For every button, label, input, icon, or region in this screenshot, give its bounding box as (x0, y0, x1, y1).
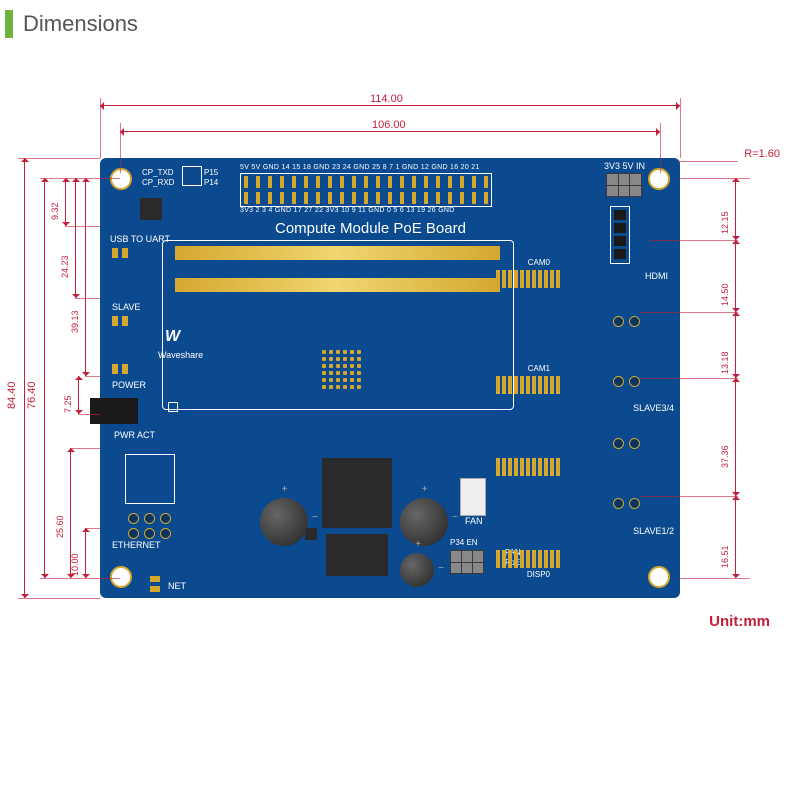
label-p14: P14 (204, 178, 218, 187)
disp0-pads (496, 550, 560, 568)
dim-h-inner: 76.40 (26, 381, 38, 409)
dim-line (65, 178, 66, 226)
mounting-hole (110, 168, 132, 190)
label-p34-en: P34 EN (450, 538, 478, 547)
dim-2423: 24.23 (60, 255, 70, 278)
cam1-pads (496, 376, 560, 394)
slave12-standoff (613, 498, 640, 509)
mounting-hole (110, 566, 132, 588)
dim-line (735, 378, 736, 496)
guide (40, 578, 120, 579)
label-pwr-act: PWR ACT (114, 430, 155, 440)
dim-3913: 39.13 (70, 310, 80, 333)
dim-1450: 14.50 (720, 283, 730, 306)
label-slave: SLAVE (112, 302, 140, 312)
ethernet-pins (128, 528, 171, 539)
dim-1318: 13.18 (720, 351, 730, 374)
label-cam0: CAM0 (528, 258, 550, 267)
ethernet-outline (125, 454, 175, 504)
header-title: Dimensions (23, 11, 138, 37)
slave34-standoff (613, 376, 640, 387)
dimension-diagram: 5V 5V GND 14 15 18 GND 23 24 GND 25 8 7 … (10, 43, 790, 743)
dim-932: 9.32 (50, 202, 60, 220)
dim-line (44, 178, 45, 578)
power-socket (326, 534, 388, 576)
dim-line (85, 178, 86, 376)
dim-1000: 10.00 (70, 553, 80, 576)
dim-line (85, 528, 86, 578)
config-header (450, 550, 484, 574)
dim-725: 7.25 (63, 395, 73, 413)
gpio-top-labels: 5V 5V GND 14 15 18 GND 23 24 GND 25 8 7 … (240, 164, 480, 171)
dim-line (78, 376, 79, 414)
jumper-box (182, 166, 202, 186)
slave-pads (496, 458, 560, 476)
power-in-header (606, 173, 642, 197)
slave34-standoff (613, 316, 640, 327)
cam0-pads (496, 270, 560, 288)
dim-line (75, 178, 76, 298)
label-slave34: SLAVE3/4 (633, 403, 674, 413)
dim-r-hole: R=1.60 (744, 148, 780, 160)
header-accent-bar (5, 10, 13, 38)
dim-1651: 16.51 (720, 545, 730, 568)
label-p15: P15 (204, 168, 218, 177)
dim-1215: 12.15 (720, 211, 730, 234)
label-slave12: SLAVE1/2 (633, 526, 674, 536)
dim-line (100, 105, 680, 106)
hdmi-outline (610, 206, 630, 264)
label-3v3-5v: 3V3 5V IN (604, 161, 645, 171)
gpio-header (240, 173, 492, 207)
dim-2560: 25.60 (55, 515, 65, 538)
label-fan: FAN (465, 516, 483, 526)
guide (18, 158, 100, 159)
dim-3736: 37.36 (720, 445, 730, 468)
dim-line (735, 240, 736, 312)
guide (40, 178, 120, 179)
label-usb-uart: USB TO UART (110, 234, 170, 244)
dim-w-outer: 114.00 (370, 93, 403, 105)
capacitor: − (400, 498, 448, 546)
dim-line (735, 312, 736, 378)
dim-line (120, 131, 660, 132)
guide (18, 598, 100, 599)
mounting-hole (648, 566, 670, 588)
guide (678, 161, 738, 162)
label-net: NET (168, 581, 186, 591)
dim-h-outer: 84.40 (6, 381, 18, 409)
label-ethernet: ETHERNET (112, 540, 161, 550)
label-cp-txd: CP_TXD (142, 168, 174, 177)
mounting-hole (648, 168, 670, 190)
label-disp0: DISP0 (527, 570, 550, 579)
pcb-board: 5V 5V GND 14 15 18 GND 23 24 GND 25 8 7 … (100, 158, 680, 598)
header: Dimensions (0, 0, 800, 43)
board-title: Compute Module PoE Board (275, 220, 466, 237)
capacitor: − (260, 498, 308, 546)
fan-connector (460, 478, 486, 516)
label-power: POWER (112, 380, 146, 390)
module-outline (162, 240, 514, 410)
unit-label: Unit:mm (709, 613, 770, 630)
dim-line (735, 496, 736, 578)
magjack (322, 458, 392, 528)
ethernet-pins (128, 513, 171, 524)
usb-connector (90, 398, 138, 424)
capacitor: − (400, 553, 434, 587)
slave12-standoff (613, 438, 640, 449)
label-cam1: CAM1 (528, 364, 550, 373)
label-hdmi: HDMI (645, 271, 668, 281)
dim-line (24, 158, 25, 598)
label-cp-rxd: CP_RXD (142, 178, 174, 187)
gpio-bot-labels: 3V3 2 3 4 GND 17 27 22 3V3 10 9 11 GND 0… (240, 207, 455, 214)
dim-w-inner: 106.00 (372, 119, 406, 131)
uart-chip (140, 198, 162, 220)
dim-line (735, 178, 736, 240)
